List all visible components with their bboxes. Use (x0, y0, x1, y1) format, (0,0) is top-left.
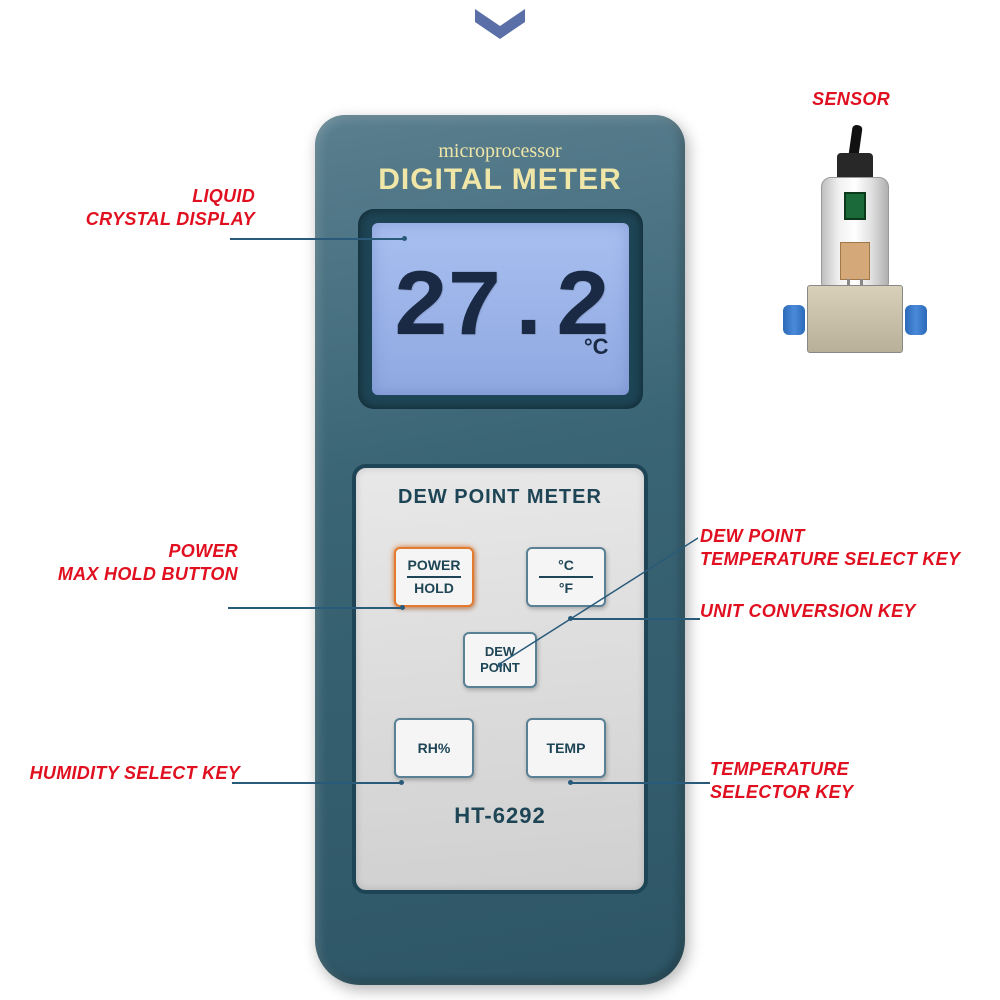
lcd-unit: °C (584, 334, 609, 360)
lcd-value: 27.2 (392, 255, 608, 363)
model-number: HT-6292 (368, 803, 632, 829)
power-hold-button[interactable]: POWER HOLD (394, 547, 474, 607)
callout-sensor: SENSOR (812, 88, 890, 111)
device-subtitle: microprocessor (335, 140, 665, 163)
leader-unit (570, 618, 700, 620)
leader-lcd (230, 238, 405, 240)
callout-power: POWERMAX HOLD BUTTON (8, 540, 238, 585)
device-title: DIGITAL METER (335, 163, 665, 197)
callout-dew: DEW POINTTEMPERATURE SELECT KEY (700, 525, 960, 570)
leader-temperature (570, 782, 710, 784)
lcd-display: 27.2 °C (372, 223, 629, 395)
top-arrow-icon (470, 4, 530, 44)
panel-title: DEW POINT METER (368, 486, 632, 509)
temperature-button[interactable]: TEMP (526, 718, 606, 778)
sensor-illustration (785, 125, 925, 365)
callout-temperature: TEMPERATURESELECTOR KEY (710, 758, 853, 803)
leader-power (228, 607, 403, 609)
button-label: RH% (418, 740, 451, 757)
divider (407, 576, 461, 578)
callout-humidity: HUMIDITY SELECT KEY (0, 762, 240, 785)
callout-unit: UNIT CONVERSION KEY (700, 600, 916, 623)
button-label: POWER (408, 557, 461, 574)
callout-lcd: LIQUIDCRYSTAL DISPLAY (25, 185, 255, 230)
leader-humidity (232, 782, 402, 784)
button-panel: DEW POINT METER POWER HOLD °C °F DEW POI… (352, 464, 648, 894)
button-label: TEMP (547, 740, 586, 757)
humidity-button[interactable]: RH% (394, 718, 474, 778)
leader-dew (498, 530, 703, 670)
button-label: HOLD (414, 580, 454, 597)
